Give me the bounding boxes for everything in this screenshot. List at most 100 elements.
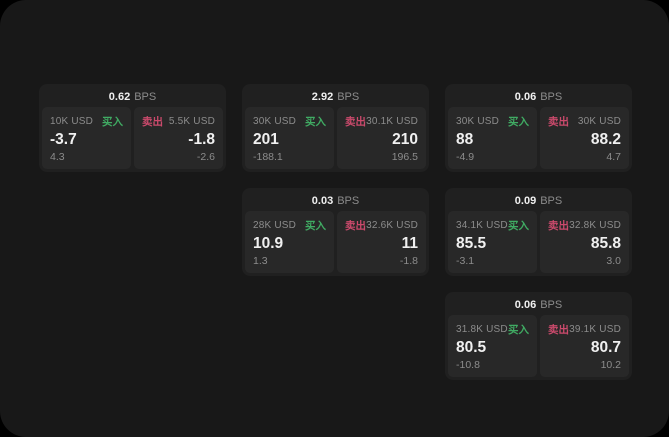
quote-card: 2.92 BPS 30K USD 买入 201 -188.1 卖出 30.1K … [242, 84, 429, 172]
sell-price: 80.7 [590, 339, 621, 357]
buy-notional: 31.8K USD [456, 324, 508, 335]
buy-delta: -10.8 [456, 359, 480, 371]
sell-panel[interactable]: 卖出 5.5K USD -1.8 -2.6 [134, 107, 223, 169]
buy-panel-header: 31.8K USD 买入 [456, 322, 529, 337]
buy-side-label: 买入 [508, 220, 529, 232]
card-header: 0.03 BPS [242, 188, 429, 211]
buy-price: 10.9 [253, 235, 284, 253]
quote-panels: 10K USD 买入 -3.7 4.3 卖出 5.5K USD -1.8 -2.… [39, 107, 226, 172]
sell-price: 11 [401, 235, 418, 253]
sell-side-label: 卖出 [548, 324, 569, 336]
sell-price: 88.2 [590, 131, 621, 149]
quote-card: 0.06 BPS 31.8K USD 买入 80.5 -10.8 卖出 39.1… [445, 292, 632, 380]
sell-panel-header: 卖出 39.1K USD [548, 322, 621, 337]
sell-panel-header: 卖出 30.1K USD [345, 114, 418, 129]
quote-panels: 30K USD 买入 88 -4.9 卖出 30K USD 88.2 4.7 [445, 107, 632, 172]
quote-panels: 31.8K USD 买入 80.5 -10.8 卖出 39.1K USD 80.… [445, 315, 632, 380]
sell-delta: 10.2 [600, 359, 621, 371]
buy-delta: -4.9 [456, 151, 475, 163]
bps-value: 0.06 [514, 298, 537, 311]
bps-unit-label: BPS [337, 194, 360, 207]
quote-panels: 28K USD 买入 10.9 1.3 卖出 32.6K USD 11 -1.8 [242, 211, 429, 276]
sell-panel-header: 卖出 32.6K USD [345, 218, 418, 233]
quote-card: 0.09 BPS 34.1K USD 买入 85.5 -3.1 卖出 32.8K… [445, 188, 632, 276]
buy-delta: 1.3 [253, 255, 268, 267]
bps-value: 0.62 [108, 90, 131, 103]
sell-price: -1.8 [188, 131, 215, 149]
sell-delta: 4.7 [606, 151, 621, 163]
buy-price: 80.5 [456, 339, 487, 357]
sell-delta: 3.0 [606, 255, 621, 267]
buy-panel[interactable]: 34.1K USD 买入 85.5 -3.1 [448, 211, 537, 273]
buy-delta: 4.3 [50, 151, 65, 163]
buy-side-label: 买入 [508, 116, 529, 128]
quote-card: 0.06 BPS 30K USD 买入 88 -4.9 卖出 30K USD 8… [445, 84, 632, 172]
buy-side-label: 买入 [102, 116, 123, 128]
sell-notional: 32.6K USD [366, 220, 418, 231]
buy-notional: 30K USD [456, 116, 500, 127]
sell-panel-header: 卖出 5.5K USD [142, 114, 215, 129]
buy-notional: 30K USD [253, 116, 297, 127]
buy-price: 201 [253, 131, 279, 149]
buy-notional: 10K USD [50, 116, 94, 127]
bps-value: 0.03 [311, 194, 334, 207]
sell-side-label: 卖出 [142, 116, 163, 128]
buy-side-label: 买入 [305, 220, 326, 232]
quote-card: 0.62 BPS 10K USD 买入 -3.7 4.3 卖出 5.5K USD… [39, 84, 226, 172]
buy-panel[interactable]: 30K USD 买入 201 -188.1 [245, 107, 334, 169]
buy-panel[interactable]: 28K USD 买入 10.9 1.3 [245, 211, 334, 273]
card-header: 2.92 BPS [242, 84, 429, 107]
bps-unit-label: BPS [540, 194, 563, 207]
sell-side-label: 卖出 [345, 220, 366, 232]
quote-card: 0.03 BPS 28K USD 买入 10.9 1.3 卖出 32.6K US… [242, 188, 429, 276]
buy-panel[interactable]: 30K USD 买入 88 -4.9 [448, 107, 537, 169]
sell-notional: 30K USD [577, 116, 621, 127]
buy-notional: 34.1K USD [456, 220, 508, 231]
buy-price: 85.5 [456, 235, 487, 253]
bps-unit-label: BPS [540, 90, 563, 103]
buy-panel-header: 30K USD 买入 [456, 114, 529, 129]
sell-side-label: 卖出 [548, 220, 569, 232]
sell-panel-header: 卖出 30K USD [548, 114, 621, 129]
sell-panel-header: 卖出 32.8K USD [548, 218, 621, 233]
sell-notional: 39.1K USD [569, 324, 621, 335]
sell-panel[interactable]: 卖出 39.1K USD 80.7 10.2 [540, 315, 629, 377]
buy-side-label: 买入 [508, 324, 529, 336]
sell-panel[interactable]: 卖出 32.8K USD 85.8 3.0 [540, 211, 629, 273]
card-header: 0.06 BPS [445, 84, 632, 107]
sell-price: 210 [392, 131, 418, 149]
sell-side-label: 卖出 [345, 116, 366, 128]
sell-notional: 32.8K USD [569, 220, 621, 231]
sell-delta: 196.5 [391, 151, 418, 163]
buy-delta: -188.1 [253, 151, 283, 163]
buy-notional: 28K USD [253, 220, 297, 231]
bps-value: 0.09 [514, 194, 537, 207]
sell-panel[interactable]: 卖出 30K USD 88.2 4.7 [540, 107, 629, 169]
bps-unit-label: BPS [337, 90, 360, 103]
bps-value: 0.06 [514, 90, 537, 103]
card-header: 0.62 BPS [39, 84, 226, 107]
sell-price: 85.8 [590, 235, 621, 253]
buy-panel-header: 34.1K USD 买入 [456, 218, 529, 233]
card-header: 0.06 BPS [445, 292, 632, 315]
buy-panel-header: 10K USD 买入 [50, 114, 123, 129]
buy-panel-header: 28K USD 买入 [253, 218, 326, 233]
buy-delta: -3.1 [456, 255, 475, 267]
card-header: 0.09 BPS [445, 188, 632, 211]
buy-panel-header: 30K USD 买入 [253, 114, 326, 129]
sell-delta: -2.6 [196, 151, 215, 163]
quote-grid: 0.62 BPS 10K USD 买入 -3.7 4.3 卖出 5.5K USD… [39, 84, 632, 380]
buy-panel[interactable]: 31.8K USD 买入 80.5 -10.8 [448, 315, 537, 377]
quote-panels: 34.1K USD 买入 85.5 -3.1 卖出 32.8K USD 85.8… [445, 211, 632, 276]
sell-panel[interactable]: 卖出 32.6K USD 11 -1.8 [337, 211, 426, 273]
sell-notional: 5.5K USD [168, 116, 215, 127]
sell-panel[interactable]: 卖出 30.1K USD 210 196.5 [337, 107, 426, 169]
sell-notional: 30.1K USD [366, 116, 418, 127]
buy-panel[interactable]: 10K USD 买入 -3.7 4.3 [42, 107, 131, 169]
sell-side-label: 卖出 [548, 116, 569, 128]
bps-value: 2.92 [311, 90, 334, 103]
bps-unit-label: BPS [134, 90, 157, 103]
buy-price: -3.7 [50, 131, 77, 149]
quote-panels: 30K USD 买入 201 -188.1 卖出 30.1K USD 210 1… [242, 107, 429, 172]
